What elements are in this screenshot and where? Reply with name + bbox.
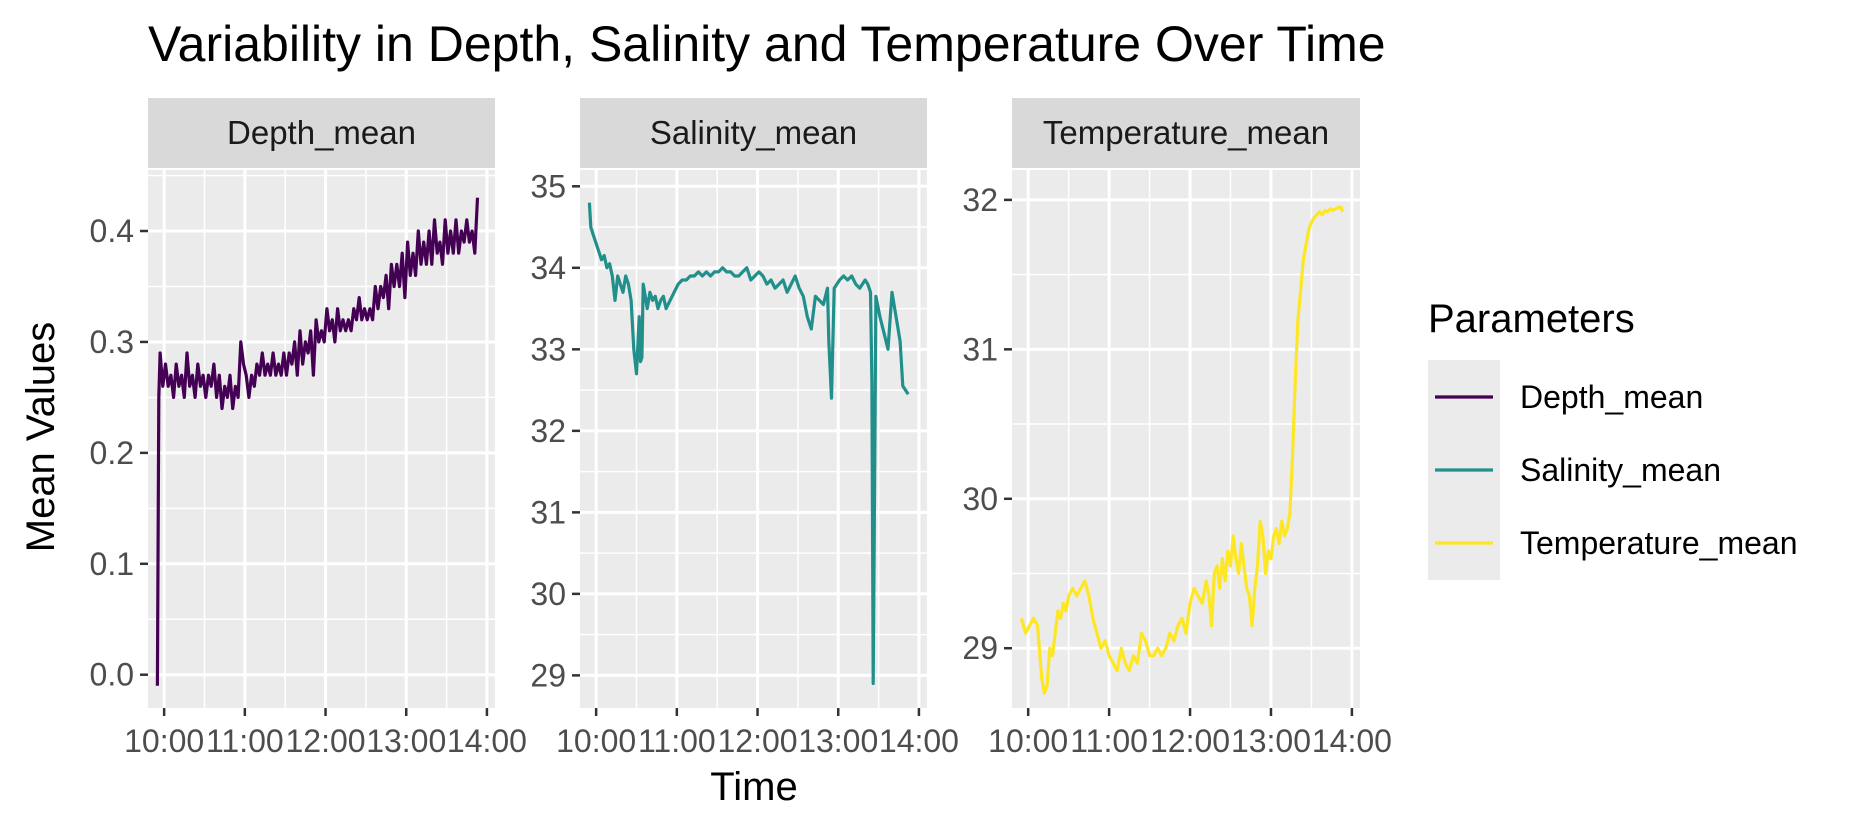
x-axis-title: Time (710, 765, 797, 809)
y-tick-label: 0.0 (90, 657, 134, 693)
x-tick-label: 11:00 (206, 723, 284, 759)
facet-panel: Salinity_mean 29 30 31 32 33 34 35 10:00 11:00 12:… (530, 98, 959, 759)
y-tick-label: 30 (530, 576, 566, 612)
x-tick-label: 13:00 (366, 723, 446, 759)
facet-strip (1012, 98, 1360, 168)
x-tick-label: 10:00 (556, 723, 636, 759)
chart-title: Variability in Depth, Salinity and Tempe… (148, 16, 1386, 72)
x-tick-label: 13:00 (1231, 723, 1311, 759)
y-tick-label: 29 (530, 657, 566, 693)
facet-strip (580, 98, 927, 168)
x-tick-label: 12:00 (285, 723, 365, 759)
facet-strip-label: Depth_mean (227, 114, 416, 151)
legend-label: Temperature_mean (1520, 525, 1797, 561)
y-tick-label: 0.1 (90, 546, 134, 582)
y-tick-label: 0.4 (90, 213, 134, 249)
y-tick-label: 0.2 (90, 435, 134, 471)
x-tick-label: 11:00 (1070, 723, 1148, 759)
x-tick-label: 12:00 (717, 723, 797, 759)
legend-label: Depth_mean (1520, 379, 1703, 415)
y-tick-label: 34 (530, 250, 566, 286)
y-tick-label: 31 (962, 331, 998, 367)
y-tick-label: 30 (962, 481, 998, 517)
y-tick-label: 35 (530, 168, 566, 204)
y-tick-label: 29 (962, 630, 998, 666)
series-line (587, 202, 910, 686)
series-line (155, 197, 480, 686)
x-tick-label: 14:00 (447, 723, 527, 759)
facet-strip-label: Salinity_mean (650, 114, 857, 151)
y-tick-label: 33 (530, 331, 566, 367)
panel-background (148, 170, 495, 708)
x-tick-label: 10:00 (988, 723, 1068, 759)
x-tick-label: 12:00 (1150, 723, 1230, 759)
x-tick-label: 14:00 (1312, 723, 1392, 759)
y-tick-label: 32 (962, 182, 998, 218)
series-line (1019, 205, 1345, 695)
x-tick-label: 11:00 (638, 723, 716, 759)
y-tick-label: 32 (530, 413, 566, 449)
x-tick-label: 13:00 (798, 723, 878, 759)
y-axis-title: Mean Values (19, 322, 63, 553)
x-tick-label: 10:00 (124, 723, 204, 759)
legend-title: Parameters (1428, 297, 1635, 341)
legend-label: Salinity_mean (1520, 452, 1721, 488)
legend: Parameters Depth_mean Salinity_mean Temper… (1428, 297, 1797, 580)
facet-strip (148, 98, 495, 168)
facet-strip-label: Temperature_mean (1043, 114, 1329, 151)
y-tick-label: 0.3 (90, 324, 134, 360)
y-tick-label: 31 (530, 494, 566, 530)
legend-items: Depth_mean Salinity_mean Temperature_mean (1435, 379, 1797, 561)
facet-panel: Depth_mean 0.0 0.1 0.2 0.3 0.4 10:00 11:00 12:00… (90, 98, 527, 759)
x-tick-label: 14:00 (879, 723, 959, 759)
panel-background (580, 170, 927, 708)
